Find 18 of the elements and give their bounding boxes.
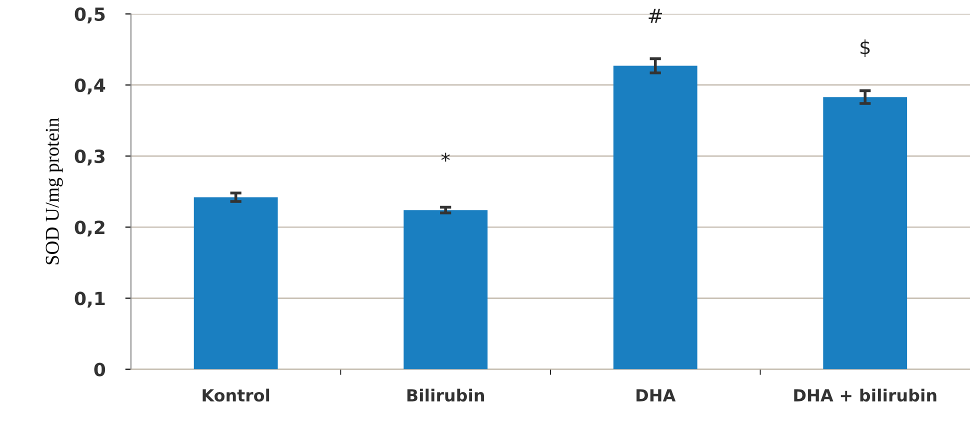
annotation: *: [441, 152, 450, 162]
y-tick-label: 0,2: [74, 220, 104, 237]
bar: [823, 97, 908, 370]
y-axis-title: SOD U/mg protein: [46, 118, 63, 264]
x-tick-label: DHA + bilirubin: [794, 388, 936, 402]
y-tick-label: 0,3: [74, 150, 105, 166]
bar: [404, 210, 488, 370]
bar: [194, 197, 278, 370]
bar: [613, 66, 698, 370]
y-tick-label: 0,5: [74, 7, 105, 24]
annotation: #: [648, 8, 662, 23]
y-tick-label: 0,1: [74, 292, 105, 308]
y-tick-label: 0: [94, 362, 106, 376]
x-tick-label: Kontrol: [202, 388, 270, 402]
x-tick-label: Bilirubin: [407, 388, 484, 402]
x-tick-label: DHA: [636, 389, 676, 402]
annotation: $: [860, 39, 870, 57]
y-tick-label: 0,4: [74, 78, 106, 94]
